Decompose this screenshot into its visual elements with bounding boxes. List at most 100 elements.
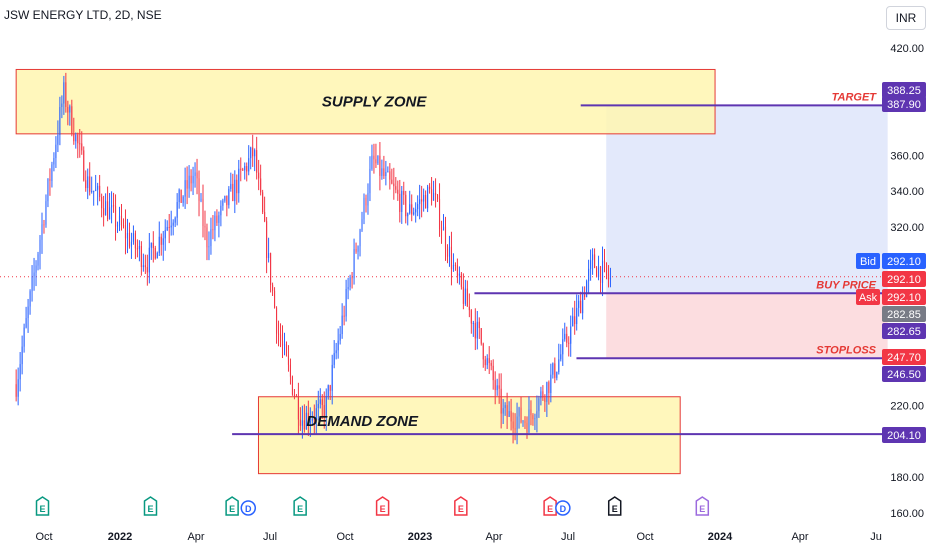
candle-body <box>136 248 138 250</box>
event-marker-text: E <box>297 504 303 514</box>
candle-body <box>518 407 520 417</box>
candle-body <box>570 326 572 344</box>
candle-body <box>91 190 93 192</box>
candle-body <box>87 176 89 189</box>
candle-body <box>516 416 518 430</box>
level-label-0: TARGET <box>832 91 878 103</box>
y-tick-label: 360.00 <box>890 150 924 162</box>
candle-body <box>562 339 564 355</box>
candle-body <box>274 290 276 308</box>
candle-body <box>582 294 584 314</box>
chart-title: JSW ENERGY LTD, 2D, NSE <box>4 8 162 22</box>
candle-body <box>588 268 590 282</box>
candle-body <box>49 178 51 181</box>
price-label-text: 282.85 <box>887 309 921 321</box>
candle-body <box>19 364 21 380</box>
candle-body <box>478 321 480 329</box>
candle-body <box>128 232 130 247</box>
y-tick-label: 160.00 <box>890 508 924 520</box>
candle-body <box>43 224 45 226</box>
candle-body <box>345 288 347 317</box>
y-tick-label: 320.00 <box>890 222 924 234</box>
candle-body <box>526 422 528 433</box>
candle-body <box>506 405 508 417</box>
supply-zone-label: SUPPLY ZONE <box>322 94 427 111</box>
candle-body <box>146 267 148 273</box>
price-label: 292.10 Ask <box>856 289 926 305</box>
candle-body <box>17 379 19 397</box>
price-label: 292.10 <box>882 271 926 287</box>
candle-body <box>170 225 172 228</box>
candle-body <box>188 175 190 189</box>
candle-body <box>607 273 610 280</box>
candle-body <box>363 197 365 220</box>
candle-body <box>341 315 343 335</box>
candle-body <box>124 225 127 239</box>
candle-body <box>114 206 117 227</box>
candle-body <box>429 186 431 190</box>
candle-body <box>335 350 337 354</box>
candle-body <box>238 168 240 194</box>
candle-body <box>514 428 516 430</box>
candle-body <box>592 254 594 261</box>
candle-body <box>83 150 85 181</box>
candle-body <box>134 233 136 249</box>
earnings-icon: E <box>143 496 158 516</box>
candle-body <box>359 230 361 247</box>
candle-body <box>393 183 395 187</box>
demand-zone <box>257 396 681 475</box>
candle-body <box>546 382 548 402</box>
candle-body <box>266 221 268 259</box>
candle-body <box>81 143 83 151</box>
candle-body <box>458 273 460 276</box>
candle-body <box>57 134 59 145</box>
candle-body <box>313 418 315 420</box>
candle-body <box>599 266 602 283</box>
candle-body <box>391 179 393 184</box>
candle-body <box>162 238 164 245</box>
y-tick-label: 340.00 <box>890 186 924 198</box>
candle-body <box>311 418 313 422</box>
candle-body <box>69 106 71 113</box>
candle-body <box>319 399 321 404</box>
candle-body <box>454 264 456 266</box>
candle-body <box>77 134 79 144</box>
candle-body <box>510 411 512 422</box>
candle-body <box>51 164 53 181</box>
candle-body <box>130 241 132 247</box>
price-tag-text: Ask <box>859 292 878 304</box>
candle-body <box>190 175 192 184</box>
candle-body <box>574 316 576 325</box>
candle-body <box>536 411 538 419</box>
candle-body <box>132 233 134 242</box>
candle-body <box>601 260 604 283</box>
candle-body <box>586 281 588 297</box>
candle-body <box>347 287 349 289</box>
candle-body <box>275 307 278 334</box>
candle-body <box>214 215 216 231</box>
candle-body <box>470 310 472 324</box>
candle-body <box>349 277 351 288</box>
candle-body <box>452 264 454 270</box>
candle-body <box>375 159 377 164</box>
candle-body <box>540 391 542 399</box>
candle-body <box>283 344 286 346</box>
price-label-text: 204.10 <box>887 430 921 442</box>
price-label-bg <box>882 306 926 322</box>
candle-body <box>440 229 443 231</box>
earnings-icon: E <box>695 496 710 516</box>
candle-body <box>140 246 142 268</box>
candle-body <box>31 276 33 292</box>
candle-body <box>450 246 453 270</box>
candles <box>15 72 612 445</box>
candle-body <box>101 196 103 209</box>
supply-zone <box>15 68 716 135</box>
candle-body <box>337 340 339 351</box>
candle-body <box>168 226 170 228</box>
candle-body <box>244 166 246 171</box>
candle-body <box>178 189 180 203</box>
candle-body <box>305 412 307 430</box>
candle-body <box>343 315 345 317</box>
currency-button[interactable]: INR <box>886 6 926 30</box>
